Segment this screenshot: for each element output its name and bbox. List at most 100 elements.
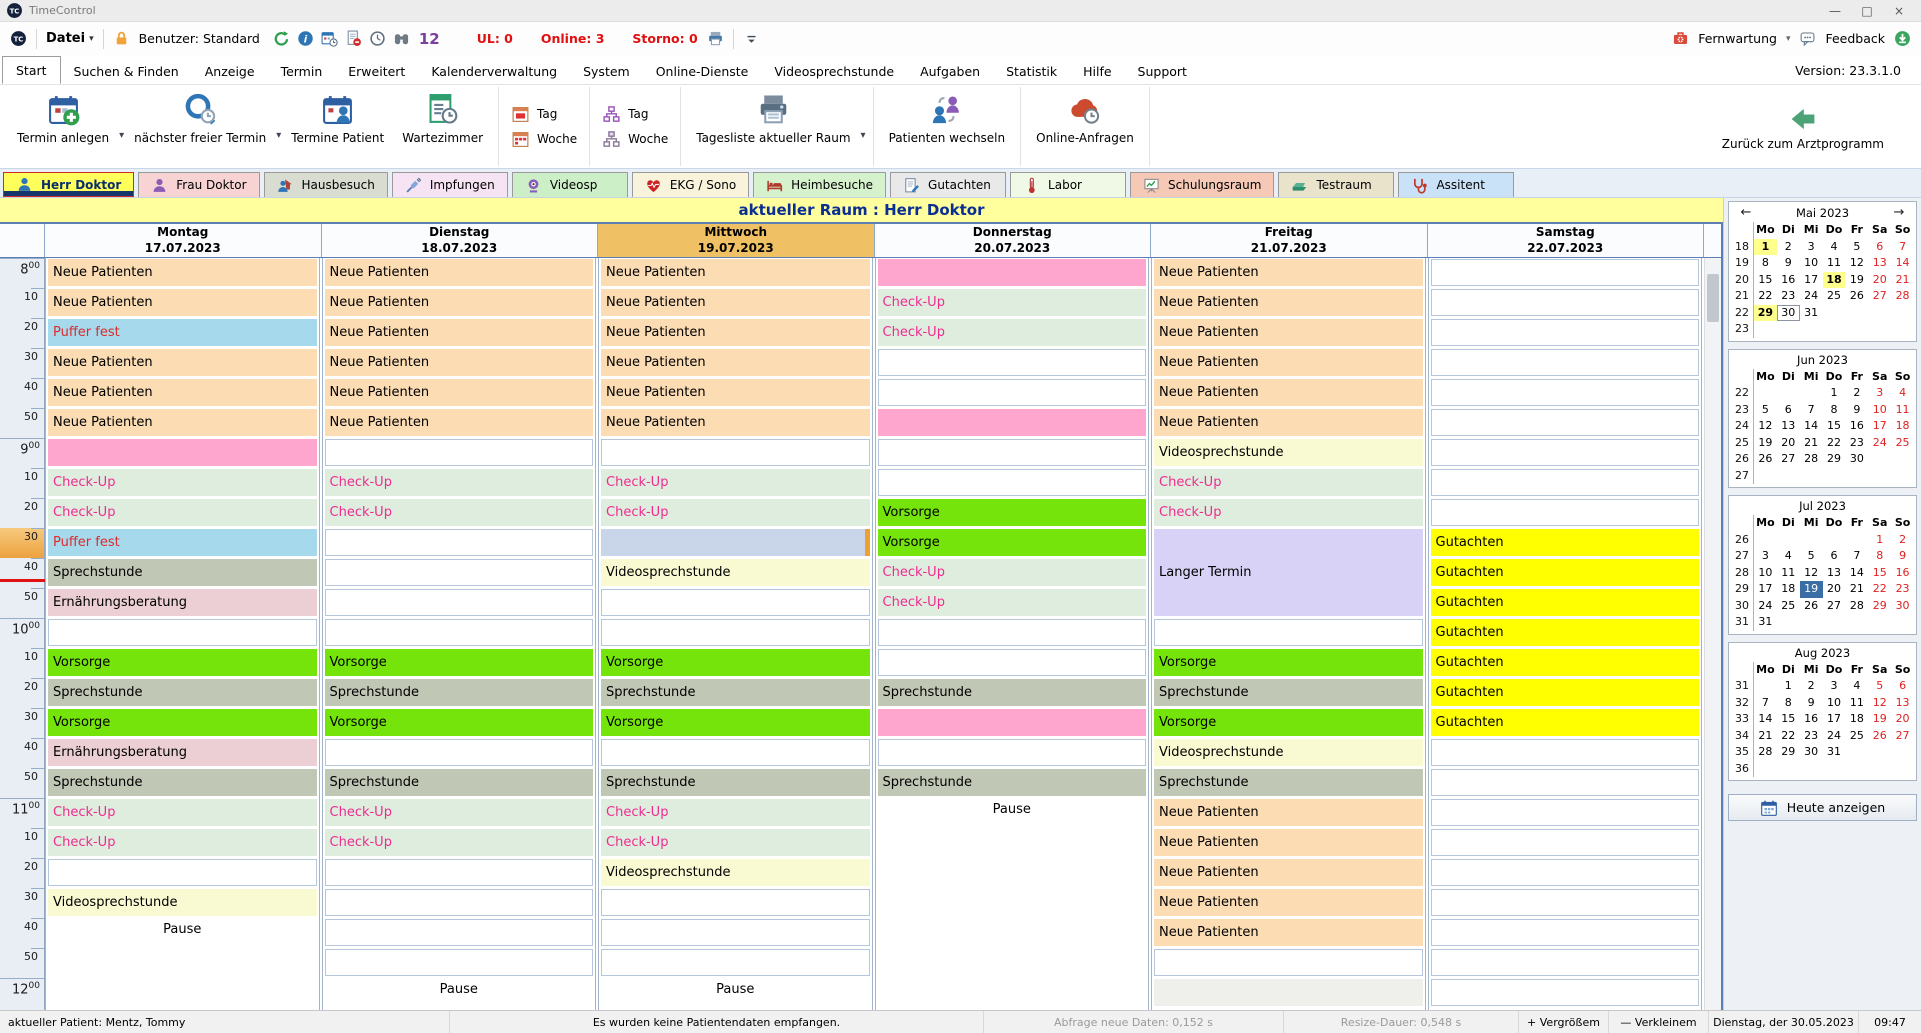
empty-slot[interactable] (876, 468, 1149, 498)
calendar-day[interactable]: 17 (1868, 418, 1891, 435)
empty-slot[interactable] (876, 438, 1149, 468)
empty-slot[interactable] (323, 918, 596, 948)
calendar-day[interactable]: 7 (1754, 695, 1777, 712)
appointment-slot[interactable]: Sprechstunde (876, 678, 1149, 708)
calendar-day[interactable]: 27 (1777, 451, 1800, 468)
calendar-day[interactable]: 5 (1868, 678, 1891, 695)
appointment-slot[interactable]: Sprechstunde (323, 768, 596, 798)
calendar-day[interactable]: 25 (1891, 435, 1914, 452)
appointment-slot[interactable]: Neue Patienten (1152, 408, 1425, 438)
empty-slot[interactable] (876, 738, 1149, 768)
appointment-slot[interactable]: Check-Up (599, 468, 872, 498)
calendar-day[interactable]: 7 (1891, 239, 1914, 256)
calendar-day[interactable]: 18 (1891, 418, 1914, 435)
app-logo-small-icon[interactable]: TC (10, 30, 27, 47)
calendar-day[interactable]: 9 (1777, 255, 1800, 272)
appointment-slot[interactable]: Vorsorge (323, 648, 596, 678)
calendar-day[interactable]: 20 (1777, 435, 1800, 452)
empty-slot[interactable] (323, 888, 596, 918)
calendar-day[interactable]: 13 (1777, 418, 1800, 435)
empty-slot[interactable] (1429, 738, 1702, 768)
calendar-day[interactable]: 22 (1754, 288, 1777, 305)
appointment-slot[interactable]: Gutachten (1429, 618, 1702, 648)
appointment-slot[interactable]: Neue Patienten (46, 348, 319, 378)
calendar-day[interactable]: 31 (1754, 614, 1777, 631)
maximize-button[interactable]: □ (1851, 1, 1883, 21)
calendar-day[interactable]: 24 (1868, 435, 1891, 452)
empty-slot[interactable] (1152, 618, 1425, 648)
calendar-day[interactable]: 19 (1754, 435, 1777, 452)
menu-item-aufgaben[interactable]: Aufgaben (907, 58, 993, 84)
appointment-slot[interactable]: Ernährungsberatung (46, 738, 319, 768)
empty-slot[interactable] (1429, 828, 1702, 858)
empty-slot[interactable] (1429, 258, 1702, 288)
empty-slot[interactable] (1429, 318, 1702, 348)
calendar-day[interactable]: 29 (1868, 598, 1891, 615)
empty-slot[interactable] (323, 858, 596, 888)
show-today-button[interactable]: Heute anzeigen (1728, 794, 1917, 821)
chevron-down-icon[interactable]: ▾ (860, 130, 867, 141)
calendar-day[interactable]: 16 (1800, 711, 1823, 728)
appointment-slot[interactable]: Check-Up (46, 798, 319, 828)
calendar-day[interactable]: 8 (1777, 695, 1800, 712)
next-month-arrow[interactable]: → (1890, 205, 1908, 220)
day-header-montag[interactable]: Montag17.07.2023 (45, 224, 322, 257)
calendar-day[interactable]: 19 (1868, 711, 1891, 728)
appointment-slot[interactable]: Gutachten (1429, 648, 1702, 678)
calendar-day[interactable]: 21 (1754, 728, 1777, 745)
appointment-slot[interactable]: Videosprechstunde (599, 558, 872, 588)
menu-item-anzeige[interactable]: Anzeige (192, 58, 268, 84)
appointment-slot[interactable]: Neue Patienten (1152, 858, 1425, 888)
empty-slot[interactable] (1429, 948, 1702, 978)
appointment-slot[interactable]: Ernährungsberatung (46, 588, 319, 618)
prev-month-arrow[interactable]: ← (1737, 205, 1755, 220)
empty-slot[interactable] (1429, 468, 1702, 498)
empty-slot[interactable] (323, 528, 596, 558)
calendar-day[interactable]: 15 (1777, 711, 1800, 728)
calendar-day[interactable]: 27 (1823, 598, 1846, 615)
calendar-day[interactable]: 11 (1823, 255, 1846, 272)
menu-item-start[interactable]: Start (2, 56, 61, 84)
appointment-slot[interactable]: Sprechstunde (46, 558, 319, 588)
calendar-day[interactable]: 12 (1754, 418, 1777, 435)
appointment-slot[interactable]: Sprechstunde (323, 678, 596, 708)
empty-slot[interactable] (876, 618, 1149, 648)
calendar-day[interactable]: 10 (1868, 402, 1891, 419)
empty-slot[interactable] (1429, 768, 1702, 798)
calendar-day[interactable]: 6 (1823, 548, 1846, 565)
appointment-slot[interactable]: Sprechstunde (599, 768, 872, 798)
appointment-slot[interactable]: Neue Patienten (1152, 798, 1425, 828)
appointment-slot[interactable]: Puffer fest (46, 528, 319, 558)
appointment-slot[interactable]: Sprechstunde (46, 678, 319, 708)
calendar-day[interactable]: 1 (1754, 239, 1777, 256)
calendar-day[interactable]: 31 (1800, 305, 1823, 322)
calendar-day[interactable]: 28 (1891, 288, 1914, 305)
menu-item-termin[interactable]: Termin (268, 58, 336, 84)
appointment-slot[interactable]: Gutachten (1429, 528, 1702, 558)
calendar-day[interactable]: 27 (1868, 288, 1891, 305)
appointment-slot[interactable]: Vorsorge (876, 498, 1149, 528)
menu-item-videosprechstunde[interactable]: Videosprechstunde (761, 58, 907, 84)
appointment-slot[interactable]: Neue Patienten (599, 348, 872, 378)
calendar-day[interactable]: 9 (1845, 402, 1868, 419)
appointment-slot[interactable]: Pause (599, 978, 872, 1008)
calendar-day[interactable]: 30 (1777, 305, 1800, 322)
appointment-slot[interactable]: Check-Up (323, 468, 596, 498)
calendar-day[interactable]: 23 (1800, 728, 1823, 745)
calendar-day[interactable]: 20 (1868, 272, 1891, 289)
calendar-day[interactable]: 17 (1800, 272, 1823, 289)
empty-slot[interactable] (876, 648, 1149, 678)
room-tab-testraum[interactable]: Testraum (1278, 172, 1394, 197)
appointment-slot[interactable]: Neue Patienten (323, 378, 596, 408)
calendar-day[interactable]: 14 (1845, 565, 1868, 582)
minimize-button[interactable]: — (1819, 1, 1851, 21)
calendar-day[interactable]: 24 (1754, 598, 1777, 615)
calendar-day[interactable]: 31 (1823, 744, 1846, 761)
appointment-slot[interactable]: Neue Patienten (1152, 888, 1425, 918)
appointment-slot[interactable]: Vorsorge (1152, 648, 1425, 678)
empty-slot[interactable] (876, 378, 1149, 408)
appointment-slot[interactable]: Neue Patienten (599, 258, 872, 288)
calendar-day[interactable]: 28 (1800, 451, 1823, 468)
calendar-day[interactable]: 30 (1845, 451, 1868, 468)
calendar-day[interactable]: 28 (1754, 744, 1777, 761)
